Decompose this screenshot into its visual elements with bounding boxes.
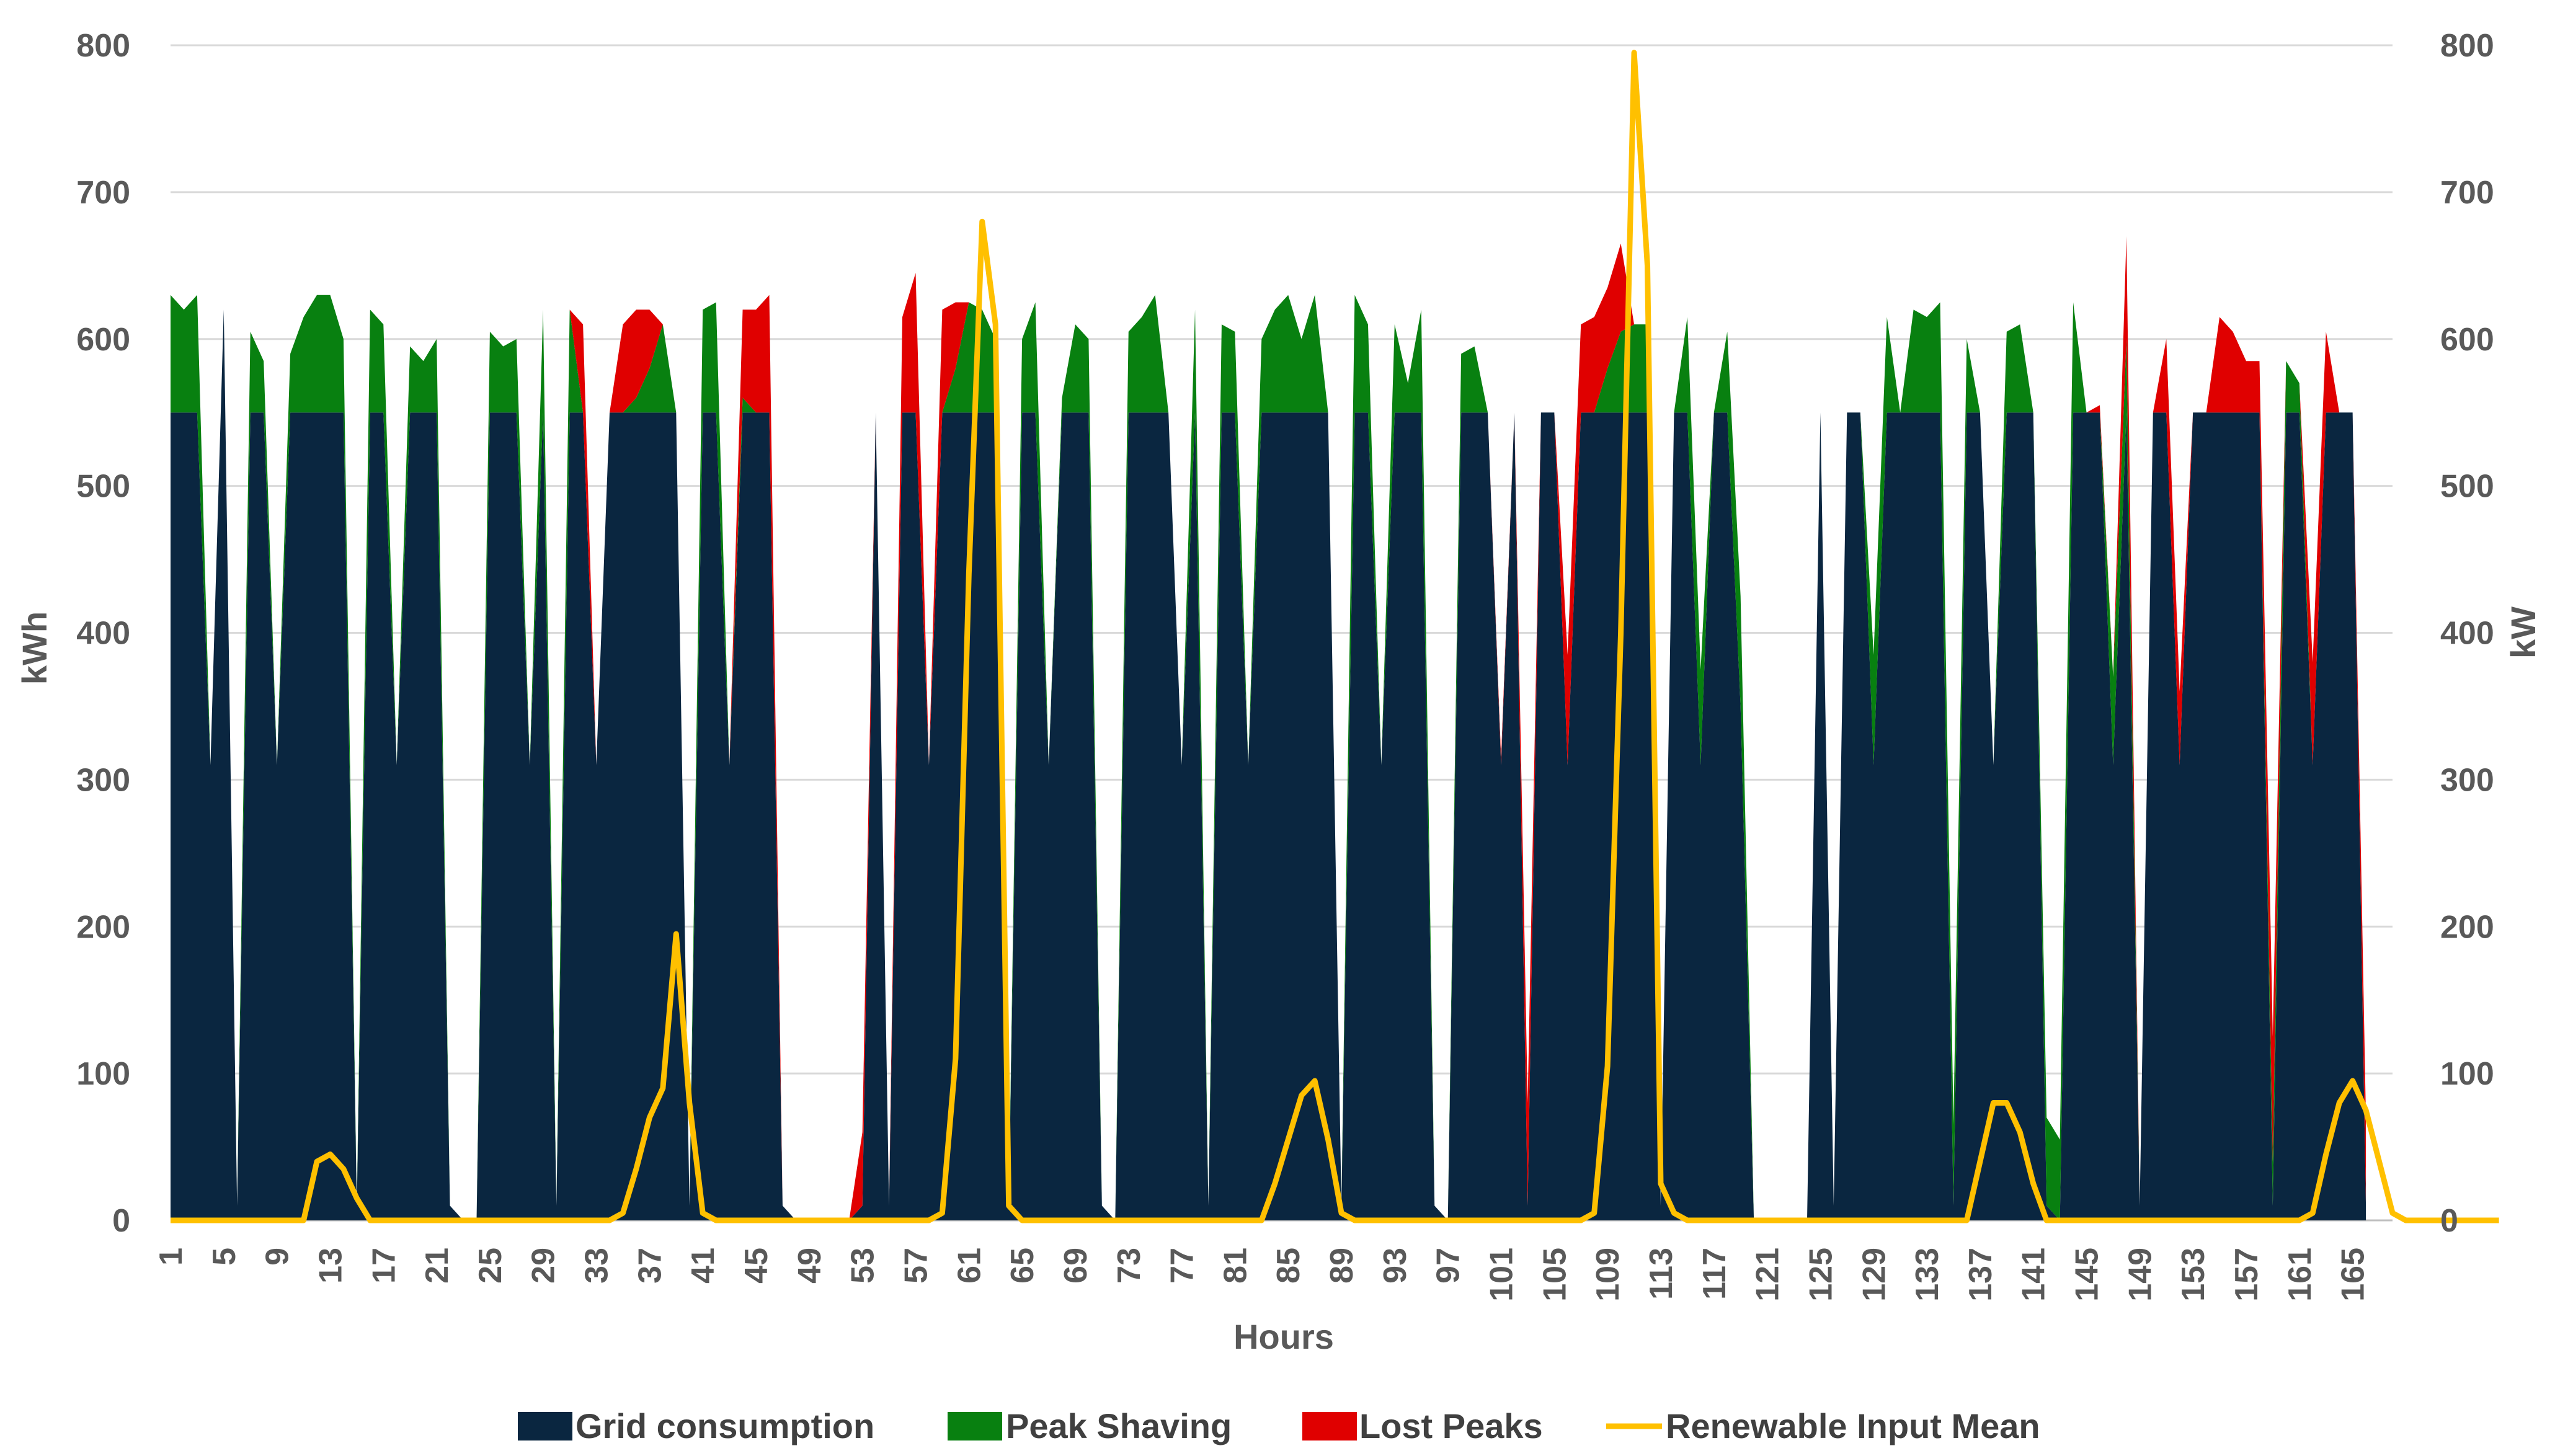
x-tick-label: 13 [313,1248,349,1284]
y-tick-label-right: 100 [2440,1056,2494,1092]
x-tick-label: 57 [898,1248,934,1284]
y-tick-label-right: 700 [2440,175,2494,211]
x-tick-label: 73 [1111,1248,1147,1284]
y-axis-right-title: kW [2504,606,2543,659]
x-tick-label: 49 [792,1248,828,1284]
x-tick-label: 81 [1217,1248,1253,1284]
x-tick-label: 101 [1484,1248,1520,1302]
legend-swatch-lost-peaks [1302,1412,1357,1440]
x-tick-label: 129 [1856,1248,1892,1302]
y-tick-label-left: 600 [76,322,130,358]
x-tick-label: 9 [260,1248,296,1266]
x-tick-label: 137 [1963,1248,1999,1302]
x-tick-label: 33 [579,1248,615,1284]
y-tick-label-right: 0 [2440,1203,2458,1239]
line-series-group [171,50,2499,1223]
x-tick-label: 89 [1324,1248,1360,1284]
x-axis-title: Hours [1233,1317,1334,1356]
x-tick-label: 5 [207,1248,242,1266]
x-tick-label: 25 [473,1248,509,1284]
y-tick-label-right: 500 [2440,469,2494,505]
x-tick-label: 61 [951,1248,987,1284]
y-axis-left-ticks: 0 100 200 300 400 500 600 700 800 [76,28,130,1239]
legend: Grid consumption Peak Shaving Lost Peaks… [518,1406,2040,1445]
legend-label-grid-consumption: Grid consumption [575,1406,874,1445]
y-tick-label-left: 0 [112,1203,130,1239]
x-tick-label: 85 [1271,1248,1307,1284]
x-tick-label: 133 [1909,1248,1945,1302]
x-tick-label: 117 [1697,1248,1733,1300]
y-tick-label-left: 800 [76,28,130,64]
y-tick-label-left: 700 [76,175,130,211]
x-tick-label: 165 [2335,1248,2371,1302]
legend-swatch-grid-consumption [518,1412,572,1440]
x-tick-label: 149 [2122,1248,2158,1302]
x-tick-label: 45 [739,1248,775,1284]
x-tick-label: 77 [1165,1248,1201,1284]
y-tick-label-right: 200 [2440,909,2494,945]
legend-swatch-peak-shaving [948,1412,1002,1440]
x-tick-label: 121 [1750,1248,1786,1302]
x-tick-label: 37 [632,1248,668,1284]
x-tick-label: 141 [2016,1248,2052,1302]
x-tick-label: 69 [1058,1248,1094,1284]
area-series-group [171,236,2366,1220]
legend-label-peak-shaving: Peak Shaving [1006,1406,1232,1445]
x-tick-label: 93 [1377,1248,1413,1284]
x-tick-label: 53 [845,1248,881,1284]
y-tick-label-right: 400 [2440,616,2494,652]
y-tick-label-right: 300 [2440,762,2494,798]
x-tick-label: 65 [1005,1248,1041,1284]
x-tick-label: 97 [1431,1248,1467,1284]
x-tick-label: 21 [419,1248,455,1284]
y-tick-label-left: 400 [76,616,130,652]
x-tick-label: 17 [366,1248,402,1284]
y-tick-label-left: 300 [76,762,130,798]
y-tick-label-left: 500 [76,469,130,505]
x-tick-label: 145 [2069,1248,2105,1302]
y-tick-label-left: 200 [76,909,130,945]
x-tick-label: 105 [1537,1248,1573,1302]
y-tick-label-right: 600 [2440,322,2494,358]
legend-label-renewable-input-mean: Renewable Input Mean [1666,1406,2040,1445]
x-tick-label: 125 [1803,1248,1839,1302]
y-axis-left-title: kWh [15,611,54,685]
x-tick-label: 113 [1643,1248,1679,1300]
area-grid-consumption [171,309,2366,1220]
x-tick-label: 157 [2229,1248,2265,1302]
x-tick-label: 41 [685,1248,721,1284]
y-tick-label-left: 100 [76,1056,130,1092]
x-tick-label: 109 [1590,1248,1626,1302]
y-axis-right-ticks: 0 100 200 300 400 500 600 700 800 [2440,28,2494,1239]
x-tick-label: 29 [526,1248,562,1284]
legend-label-lost-peaks: Lost Peaks [1359,1406,1543,1445]
x-axis-ticks: 1 5 9 13 17 21 25 29 33 37 41 45 49 53 57 61 65 69 73 77 81 8… [153,1248,2371,1302]
x-tick-label: 161 [2282,1248,2318,1302]
x-tick-label: 153 [2175,1248,2211,1302]
line-renewable-input-mean [171,50,2499,1223]
x-tick-label: 1 [153,1248,189,1266]
y-tick-label-right: 800 [2440,28,2494,64]
